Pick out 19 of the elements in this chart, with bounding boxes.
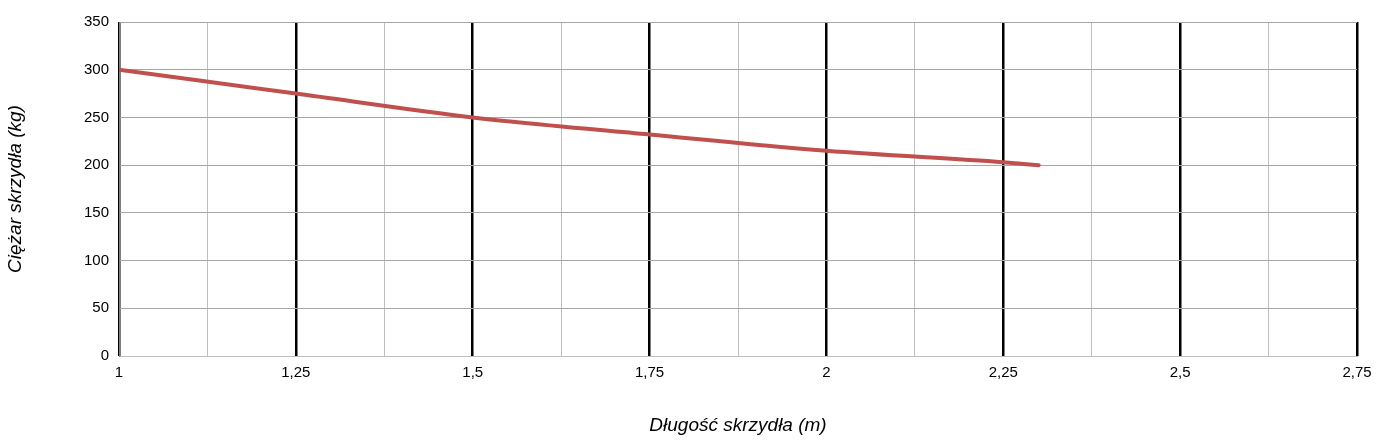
y-tick-label: 0 [100,346,109,364]
y-tick-label: 300 [83,59,109,77]
x-tick-label: 2,25 [988,363,1018,381]
x-tick-label: 1 [114,363,124,381]
y-tick-label: 50 [92,298,109,316]
x-tick-label: 2,75 [1342,363,1372,381]
y-tick-label: 100 [83,250,109,268]
x-tick-label: 1,5 [462,363,484,381]
x-tick-label: 2,5 [1169,363,1191,381]
x-tick-label: 1,75 [634,363,665,381]
x-tick-label: 2 [822,363,831,381]
x-tick-label: 1,25 [281,363,311,381]
y-tick-label: 350 [83,12,109,30]
y-axis-title: Ciężar skrzydła (kg) [3,105,25,273]
line-series [119,67,1041,168]
x-axis-title: Długość skrzydła (m) [649,413,827,435]
y-tick-label: 250 [83,107,109,125]
y-tick-label: 150 [83,203,109,220]
y-tick-label: 200 [83,155,109,173]
